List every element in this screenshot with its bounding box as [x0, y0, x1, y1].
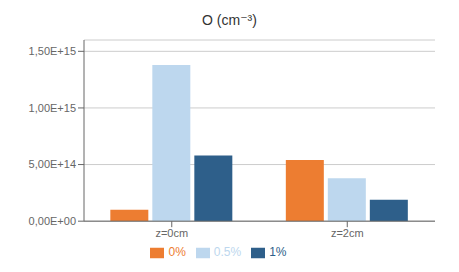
svg-text:0,00E+00: 0,00E+00 — [29, 215, 76, 227]
html-text:0.5%: 0.5% — [213, 245, 242, 260]
html-text:0%: 0% — [168, 245, 186, 260]
html-text:O (cm⁻³): O (cm⁻³) — [202, 12, 257, 28]
svg-text:z=2cm: z=2cm — [331, 227, 364, 239]
svg-text:1,50E+15: 1,50E+15 — [29, 45, 76, 57]
html-text:1%: 1% — [269, 245, 287, 260]
svg-text:5,00E+14: 5,00E+14 — [29, 158, 76, 170]
svg-text:z=0cm: z=0cm — [155, 227, 188, 239]
svg-text:1,00E+15: 1,00E+15 — [29, 102, 76, 114]
